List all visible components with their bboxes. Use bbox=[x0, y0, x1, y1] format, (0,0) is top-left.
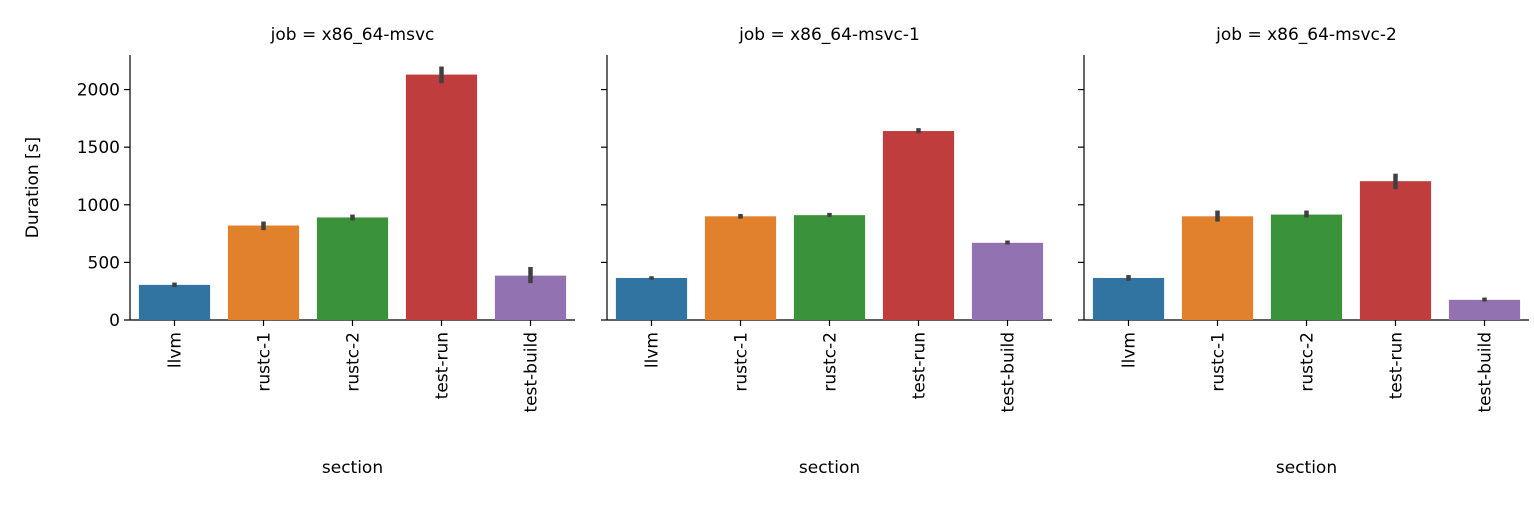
bar-test-build bbox=[971, 242, 1044, 320]
x-tick-label: rustc-1 bbox=[255, 332, 275, 392]
bar-rustc-1 bbox=[1181, 216, 1254, 320]
bar-rustc-2 bbox=[316, 217, 389, 320]
bar-test-run bbox=[882, 131, 955, 320]
panel-title: job = x86_64-msvc-1 bbox=[738, 25, 920, 45]
bar-llvm bbox=[615, 277, 688, 320]
panel-title: job = x86_64-msvc-2 bbox=[1215, 25, 1397, 45]
bar-rustc-2 bbox=[793, 215, 866, 320]
bar-rustc-1 bbox=[227, 225, 300, 320]
x-tick-label: llvm bbox=[1120, 332, 1140, 368]
bar-test-run bbox=[1359, 181, 1432, 320]
x-tick-label: rustc-1 bbox=[1209, 332, 1229, 392]
x-tick-label: test-run bbox=[910, 332, 930, 399]
bar-llvm bbox=[1092, 277, 1165, 320]
x-axis-label: section bbox=[799, 458, 860, 478]
x-axis-label: section bbox=[322, 458, 383, 478]
y-tick-label: 0 bbox=[109, 311, 120, 331]
bar-llvm bbox=[138, 284, 211, 320]
x-tick-label: rustc-2 bbox=[1298, 332, 1318, 392]
x-tick-label: llvm bbox=[643, 332, 663, 368]
bar-rustc-2 bbox=[1270, 214, 1343, 320]
x-tick-label: test-build bbox=[1476, 332, 1496, 413]
x-tick-label: rustc-2 bbox=[821, 332, 841, 392]
x-tick-label: rustc-1 bbox=[732, 332, 752, 392]
x-axis-label: section bbox=[1276, 458, 1337, 478]
y-tick-label: 1500 bbox=[77, 138, 120, 158]
x-tick-label: test-build bbox=[999, 332, 1019, 413]
x-tick-label: test-build bbox=[522, 332, 542, 413]
x-tick-label: llvm bbox=[166, 332, 186, 368]
y-tick-label: 2000 bbox=[77, 81, 120, 101]
x-tick-label: rustc-2 bbox=[344, 332, 364, 392]
panel-title: job = x86_64-msvc bbox=[270, 25, 435, 45]
y-axis-label: Duration [s] bbox=[23, 137, 43, 238]
x-tick-label: test-run bbox=[433, 332, 453, 399]
y-tick-label: 1000 bbox=[77, 196, 120, 216]
x-tick-label: test-run bbox=[1387, 332, 1407, 399]
bar-test-build bbox=[1448, 299, 1521, 320]
y-tick-label: 500 bbox=[88, 253, 120, 273]
bar-test-run bbox=[405, 74, 478, 320]
bar-rustc-1 bbox=[704, 216, 777, 320]
